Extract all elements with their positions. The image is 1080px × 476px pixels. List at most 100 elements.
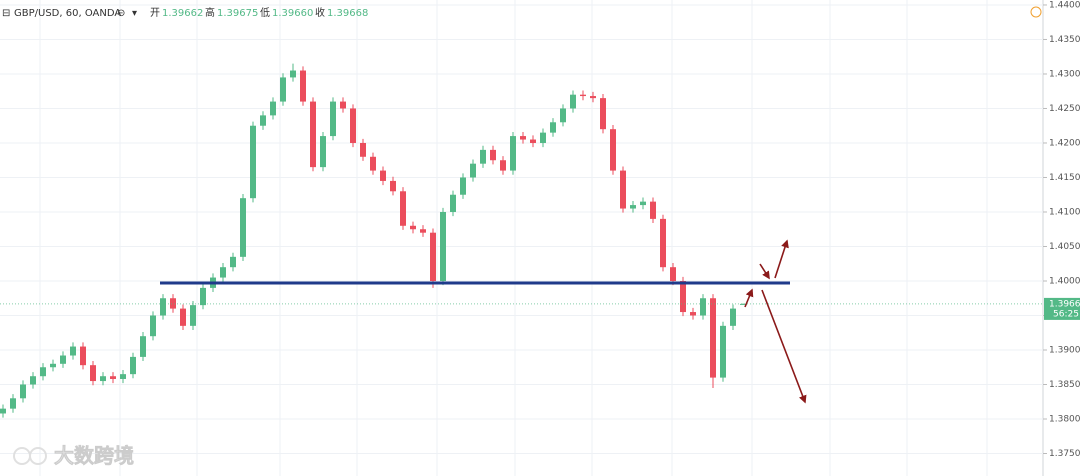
candle-body bbox=[450, 194, 456, 212]
candle-body bbox=[570, 94, 576, 109]
candle-body bbox=[710, 298, 716, 378]
candle-body bbox=[130, 356, 136, 375]
arrows bbox=[744, 239, 807, 404]
candle-body bbox=[100, 376, 106, 382]
high-label: 高 bbox=[205, 6, 215, 19]
candle-body bbox=[500, 160, 506, 171]
y-tick-label: 1.38000 bbox=[1049, 415, 1080, 425]
candle-body bbox=[630, 205, 636, 209]
candle-body bbox=[110, 376, 116, 379]
candle-body bbox=[160, 298, 166, 316]
y-tick-label: 1.44000 bbox=[1049, 0, 1080, 10]
candle-body bbox=[250, 125, 256, 199]
candle-body bbox=[680, 280, 686, 313]
vertical-grid bbox=[39, 0, 988, 476]
open-value: 1.39662 bbox=[162, 8, 203, 19]
y-tick-label: 1.43500 bbox=[1049, 35, 1080, 45]
candle-body bbox=[50, 363, 56, 368]
candle-body bbox=[360, 142, 366, 157]
y-tick-label: 1.43000 bbox=[1049, 69, 1080, 79]
candle-body bbox=[240, 198, 246, 257]
candle-body bbox=[400, 191, 406, 226]
candle-body bbox=[40, 367, 46, 377]
y-tick-label: 1.40000 bbox=[1049, 276, 1080, 286]
candle-body bbox=[120, 374, 126, 379]
y-tick-label: 1.38500 bbox=[1049, 380, 1080, 390]
candle-body bbox=[620, 170, 626, 209]
candle-body bbox=[700, 298, 706, 316]
candle-body bbox=[720, 325, 726, 378]
candle-body bbox=[420, 229, 426, 233]
symbol: GBP/USD, 60, OANDA bbox=[14, 8, 121, 19]
candle-body bbox=[640, 201, 646, 206]
candle-body bbox=[310, 101, 316, 168]
candle-body bbox=[140, 336, 146, 357]
low-value: 1.39660 bbox=[272, 8, 313, 19]
candle-body bbox=[550, 122, 556, 133]
y-tick-label: 1.42500 bbox=[1049, 104, 1080, 114]
arrow-icon[interactable]: ▾ bbox=[132, 8, 137, 19]
last-price-label: 1.39668 bbox=[1049, 299, 1080, 309]
settings-icon[interactable]: ⊝ bbox=[117, 8, 125, 19]
close-value: 1.39668 bbox=[327, 8, 368, 19]
candle-body bbox=[530, 139, 536, 143]
candle-body bbox=[520, 136, 526, 140]
candle-body bbox=[260, 115, 266, 126]
y-tick-label: 1.37500 bbox=[1049, 449, 1080, 459]
candle-body bbox=[340, 101, 346, 109]
candle-body bbox=[690, 312, 696, 316]
candle-body bbox=[480, 149, 486, 164]
candle-body bbox=[510, 136, 516, 171]
candle-body bbox=[740, 303, 746, 305]
menu-icon[interactable]: ⊟ bbox=[2, 8, 10, 19]
last-price-box bbox=[1044, 297, 1080, 320]
candle-body bbox=[70, 346, 76, 356]
candle-body bbox=[90, 365, 96, 382]
countdown: 56:25 bbox=[1053, 309, 1079, 319]
y-tick-label: 1.40500 bbox=[1049, 242, 1080, 252]
candle-body bbox=[80, 346, 86, 366]
open-label: 开 bbox=[150, 8, 160, 19]
candle-body bbox=[540, 132, 546, 143]
candle-body bbox=[350, 108, 356, 143]
candle-body bbox=[560, 108, 566, 123]
candle-body bbox=[60, 355, 66, 364]
close-label: 收 bbox=[315, 6, 325, 19]
candle-body bbox=[410, 225, 416, 230]
candle-body bbox=[20, 384, 26, 399]
candle-body bbox=[30, 376, 36, 385]
candle-body bbox=[430, 232, 436, 281]
low-label: 低 bbox=[260, 6, 270, 19]
candle-body bbox=[200, 287, 206, 306]
candle-body bbox=[380, 170, 386, 181]
candle-body bbox=[290, 70, 296, 78]
candle-body bbox=[650, 201, 656, 219]
candle-body bbox=[220, 267, 226, 278]
candle-body bbox=[330, 101, 336, 137]
candle-body bbox=[470, 163, 476, 178]
candle-body bbox=[730, 308, 736, 326]
candle-body bbox=[580, 94, 586, 97]
candle-body bbox=[180, 308, 186, 326]
candle-body bbox=[610, 129, 616, 171]
candle-body bbox=[170, 298, 176, 309]
candle-body bbox=[300, 70, 306, 102]
high-value: 1.39675 bbox=[217, 8, 258, 19]
watermark: 大数跨境 bbox=[54, 444, 134, 468]
candle-body bbox=[460, 177, 466, 195]
candle-body bbox=[10, 398, 16, 409]
candle-body bbox=[370, 156, 376, 171]
y-tick-label: 1.39000 bbox=[1049, 345, 1080, 355]
candle-body bbox=[440, 211, 446, 281]
y-tick-label: 1.41000 bbox=[1049, 207, 1080, 217]
candle-body bbox=[660, 218, 666, 268]
candle-body bbox=[490, 149, 496, 161]
y-tick-label: 1.41500 bbox=[1049, 173, 1080, 183]
candle-body bbox=[150, 315, 156, 337]
candle-body bbox=[320, 136, 326, 168]
candle-body bbox=[190, 305, 196, 326]
candle-body bbox=[230, 256, 236, 268]
clock-icon[interactable] bbox=[1030, 6, 1042, 18]
candle-body bbox=[390, 180, 396, 192]
